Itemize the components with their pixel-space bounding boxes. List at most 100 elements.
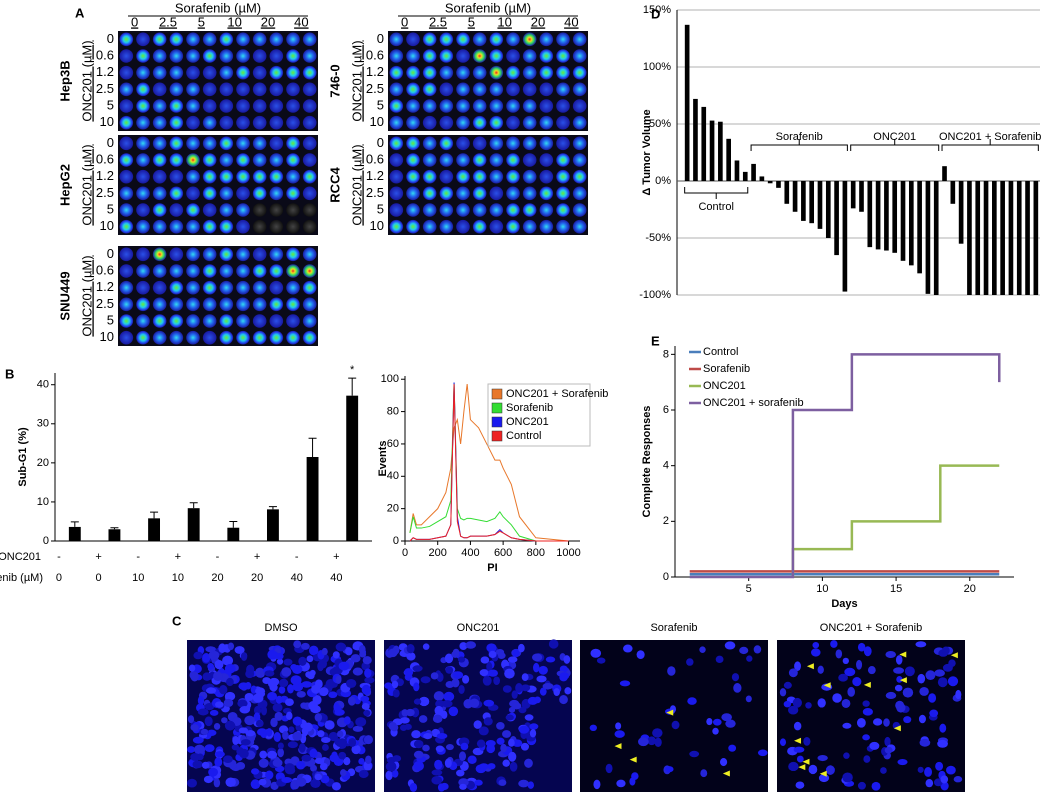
well [439,99,454,113]
well [472,99,487,113]
row-name: Sorafenib (µM) [0,572,43,584]
error-bar [308,437,317,457]
nucleus [296,760,306,770]
plate-y-title: ONC201 (µM) [79,255,94,336]
x-tick-label: 15 [890,583,902,595]
well [556,136,570,151]
well [506,115,520,130]
well [422,219,437,234]
group-label: Control [698,201,733,213]
nucleus [358,644,366,655]
nucleus [358,758,365,765]
nucleus [411,730,421,739]
well [186,330,200,345]
nucleus [896,675,903,683]
well [152,330,167,345]
well [152,203,167,217]
well [302,330,317,345]
nucleus [251,768,260,775]
well [489,65,504,80]
well [522,203,537,217]
nucleus [452,671,464,679]
y-tick-label: 20 [37,457,49,469]
well [489,82,504,97]
cell-line-name: RCC4 [327,167,342,203]
well [236,219,250,234]
nucleus [947,676,959,687]
well [302,115,317,130]
well [522,153,537,167]
well [136,203,150,217]
nucleus [311,684,321,694]
nucleus [919,738,931,747]
well [506,32,520,47]
category-label: - [216,551,220,563]
well [556,203,570,217]
y-tick-label: 2 [663,515,669,527]
well [252,219,267,234]
well [119,280,134,295]
well [219,186,234,201]
nucleus [739,646,749,655]
group-bracket [750,139,848,151]
nucleus [728,744,737,752]
nucleus [469,698,480,708]
category-label: 10 [132,572,144,584]
well [472,219,487,234]
nucleus [328,691,338,699]
well [456,65,470,80]
nucleus [275,695,283,704]
bar [742,171,748,181]
nucleus [202,672,212,681]
nucleus [267,750,278,759]
nucleus [885,651,896,659]
nucleus [258,758,269,768]
nucleus [706,718,713,726]
plate [118,31,318,131]
nucleus [903,716,912,724]
plate [388,31,588,131]
well [236,203,250,217]
well [302,297,317,312]
well [439,203,454,217]
nucleus [857,781,866,790]
plate [388,135,588,235]
well [169,219,184,234]
nucleus [336,730,344,738]
nucleus [292,731,303,741]
well [406,136,420,151]
nucleus [667,666,676,676]
nucleus [483,717,493,726]
well [556,169,570,184]
well [572,219,587,234]
plate-row-label: 0.6 [96,151,114,166]
plate-col-label: 40 [294,14,308,29]
nucleus [350,654,361,663]
well [269,297,284,312]
well [169,49,184,63]
well [202,264,217,278]
well [489,169,504,184]
category-label: 20 [251,572,263,584]
nucleus [440,782,449,791]
nucleus [308,701,318,711]
nucleus [240,739,251,746]
nucleus [496,737,505,745]
nucleus [479,763,489,770]
nucleus [413,682,420,692]
nucleus [811,648,821,657]
well [269,247,284,262]
nucleus [615,722,622,730]
nucleus [347,696,356,706]
bar [850,181,856,209]
well [472,82,487,97]
nucleus [240,652,248,661]
nucleus [757,749,768,757]
nucleus [355,717,367,727]
nucleus [638,737,649,747]
bar [908,181,914,266]
well [389,32,404,47]
well [269,136,284,151]
nucleus [779,738,787,746]
x-tick-label: 10 [816,583,828,595]
